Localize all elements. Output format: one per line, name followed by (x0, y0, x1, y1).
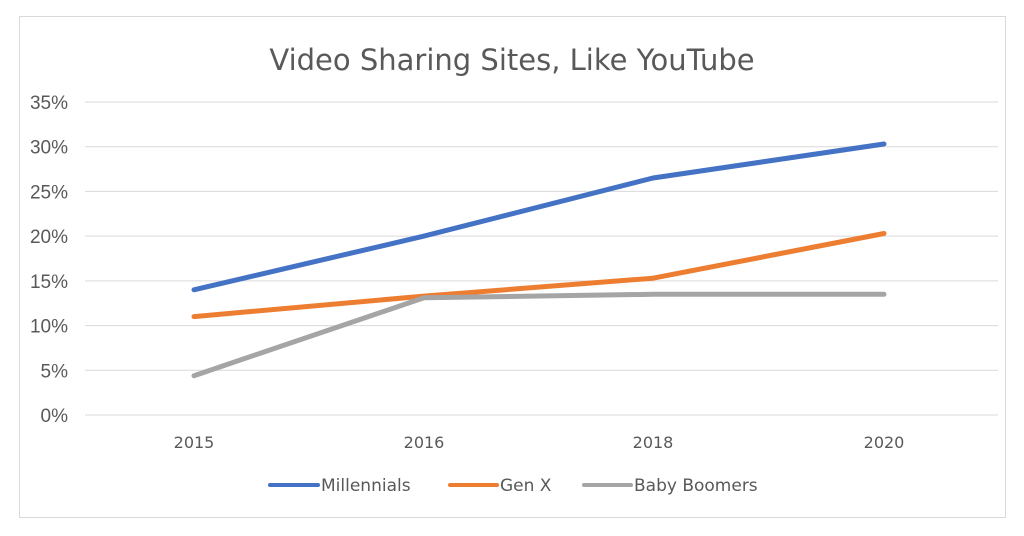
legend-label-baby-boomers: Baby Boomers (634, 476, 758, 496)
legend: Millennials Gen X Baby Boomers (268, 476, 758, 496)
x-tick-label: 2020 (864, 433, 905, 452)
y-tick-label: 15% (30, 272, 68, 293)
x-tick-label: 2016 (404, 433, 445, 452)
legend-label-gen-x: Gen X (500, 476, 552, 496)
x-tick-label: 2018 (633, 433, 674, 452)
series-line-baby-boomers (191, 291, 887, 379)
series-line-gen-x (191, 231, 887, 320)
gridlines (85, 101, 998, 416)
y-tick-label: 20% (30, 227, 68, 248)
series-line-millennials (191, 141, 887, 293)
x-axis-tick-labels: 2015 2016 2018 2020 (174, 433, 905, 452)
y-tick-label: 30% (30, 138, 68, 159)
x-tick-label: 2015 (174, 433, 215, 452)
series-lines (191, 141, 887, 379)
y-tick-label: 35% (30, 93, 68, 114)
y-axis-tick-labels: 0% 5% 10% 15% 20% 25% 30% 35% (30, 93, 68, 427)
chart-title: Video Sharing Sites, Like YouTube (269, 43, 754, 77)
legend-label-millennials: Millennials (321, 476, 411, 496)
y-tick-label: 0% (41, 406, 69, 427)
y-tick-label: 5% (41, 361, 69, 382)
chart-area (19, 16, 1006, 518)
y-tick-label: 10% (30, 317, 68, 338)
y-tick-label: 25% (30, 182, 68, 203)
